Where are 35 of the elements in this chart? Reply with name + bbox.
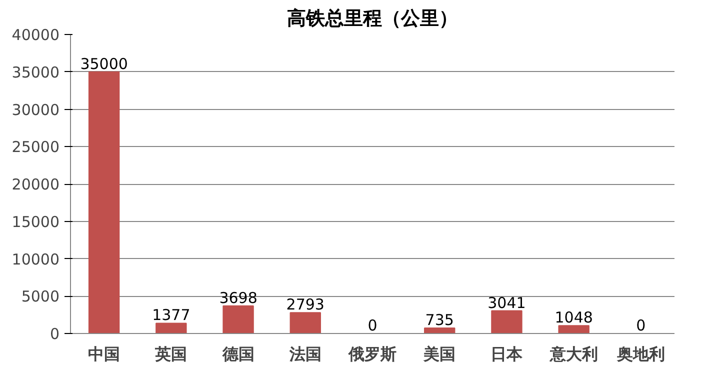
bar xyxy=(290,312,321,334)
x-tick-label: 美国 xyxy=(422,344,456,364)
x-tick-label: 德国 xyxy=(221,344,254,364)
data-label: 0 xyxy=(368,316,378,334)
y-tick-label: 5000 xyxy=(21,288,60,306)
data-label: 3041 xyxy=(488,294,526,312)
y-tick-label: 35000 xyxy=(12,63,60,82)
chart-title: 高铁总里程（公里） xyxy=(287,8,458,30)
data-label: 2793 xyxy=(286,296,324,314)
x-tick-label: 英国 xyxy=(154,344,188,364)
y-tick-label: 10000 xyxy=(12,250,60,268)
bar xyxy=(424,328,456,334)
bar xyxy=(156,322,187,334)
y-tick-label: 20000 xyxy=(12,176,60,194)
bar xyxy=(222,305,254,334)
data-label: 1377 xyxy=(152,306,190,324)
y-tick-label: 0 xyxy=(50,325,60,343)
data-label: 35000 xyxy=(80,54,128,73)
x-tick-label: 俄罗斯 xyxy=(348,344,396,364)
x-tick-label: 日本 xyxy=(490,344,524,364)
data-label: 0 xyxy=(636,316,646,334)
y-tick-label: 15000 xyxy=(12,212,60,231)
bar xyxy=(558,325,590,334)
data-label: 3698 xyxy=(219,288,258,307)
x-tick-label: 法国 xyxy=(288,344,322,364)
y-tick-label: 40000 xyxy=(12,26,60,44)
data-label: 1048 xyxy=(554,308,593,327)
bar xyxy=(491,310,522,334)
bar xyxy=(88,71,120,334)
x-tick-label: 意大利 xyxy=(548,344,598,364)
x-tick-label: 奥地利 xyxy=(616,344,665,364)
y-tick-label: 25000 xyxy=(12,138,60,156)
x-tick-label: 中国 xyxy=(88,344,120,364)
data-label: 735 xyxy=(425,311,454,330)
y-tick-label: 30000 xyxy=(12,100,60,119)
